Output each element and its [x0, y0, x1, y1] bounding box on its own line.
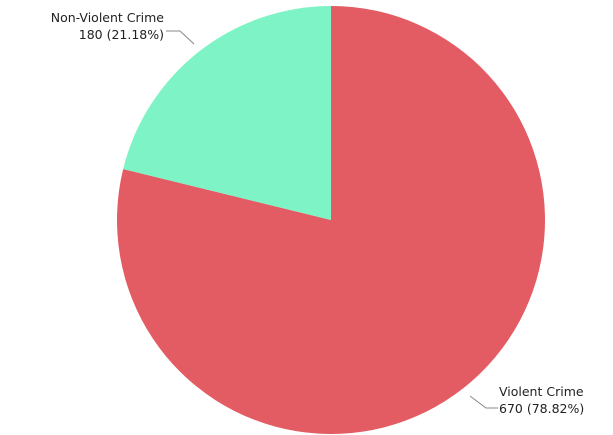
pie-labels: Violent Crime 670 (78.82%) Non-Violent Cri… — [51, 10, 585, 416]
slice-label-value: 180 (21.18%) — [79, 27, 164, 42]
slice-label-name: Violent Crime — [499, 384, 584, 399]
slice-label-value: 670 (78.82%) — [499, 401, 584, 416]
pie-slices — [117, 6, 546, 434]
leader-line — [166, 30, 195, 45]
slice-label-name: Non-Violent Crime — [51, 10, 165, 25]
leader-line — [469, 395, 498, 409]
pie-slice-violent-crime — [117, 6, 546, 434]
pie-slice-non-violent-crime — [123, 6, 332, 220]
